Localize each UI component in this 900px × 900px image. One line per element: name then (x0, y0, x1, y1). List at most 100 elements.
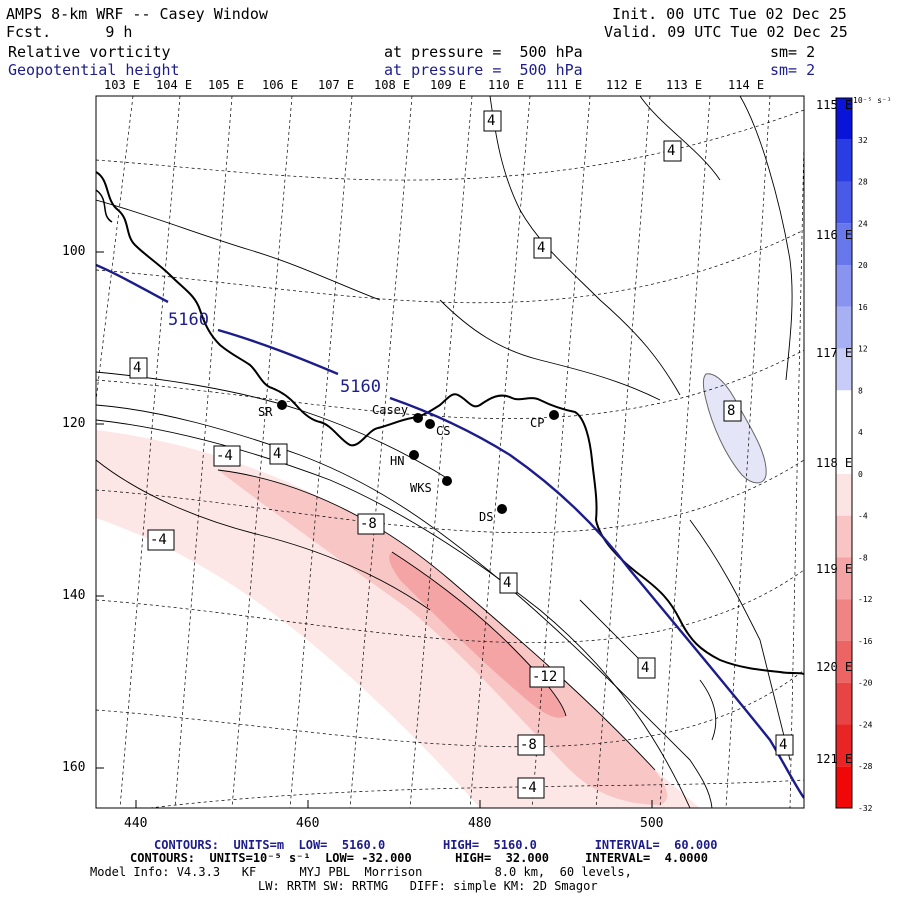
colorbar-tick-label: 20 (858, 261, 868, 270)
vort-label: 4 (779, 737, 788, 753)
station-label-ds: DS (479, 510, 494, 524)
field2-smoothing: sm= 2 (770, 61, 816, 79)
lon-label-top: 114 E (728, 78, 765, 92)
colorbar-tick-label: -12 (858, 595, 873, 604)
vort-label: 4 (641, 660, 650, 676)
lon-label-top: 106 E (262, 78, 299, 92)
colorbar-tick-label: -20 (858, 679, 873, 688)
footer-height-contours: CONTOURS: UNITS=m LOW= 5160.0 HIGH= 5160… (154, 838, 718, 852)
y-tick-label: 160 (62, 760, 86, 775)
colorbar-tick-label: 0 (858, 470, 863, 479)
colorbar-swatch (836, 432, 852, 474)
station-label-sr: SR (258, 405, 273, 419)
vort-label: -4 (216, 448, 233, 464)
station-label-cp: CP (530, 416, 545, 430)
colorbar-swatch (836, 682, 852, 725)
lon-label-top: 107 E (318, 78, 355, 92)
colorbar-tick-label: -16 (858, 637, 873, 646)
vort-label: 4 (503, 575, 512, 591)
footer-vorticity-contours: CONTOURS: UNITS=10⁻⁵ s⁻¹ LOW= -32.000 HI… (130, 851, 708, 865)
colorbar-swatch (836, 265, 852, 307)
colorbar-swatch (836, 557, 852, 600)
vorticity-shade-plus8 (702, 373, 767, 484)
lon-label-right: 115 E (816, 98, 853, 112)
field1-name: Relative vorticity (8, 43, 171, 61)
vort-label: 4 (667, 143, 676, 159)
vort-label: 4 (537, 240, 546, 256)
x-tick-label: 500 (640, 816, 664, 831)
x-tick-label: 480 (468, 816, 492, 831)
lon-label-top: 103 E (104, 78, 141, 92)
vorticity-contours (96, 96, 793, 808)
lon-label-top: 104 E (156, 78, 193, 92)
colorbar-swatch (836, 473, 852, 516)
vorticity-shade-minus12 (389, 552, 566, 718)
colorbar-swatch (836, 515, 852, 558)
lon-label-top: 105 E (208, 78, 245, 92)
plot-frame (95, 95, 805, 809)
colorbar-tick-label: 12 (858, 345, 868, 354)
map-area (96, 96, 804, 808)
axis-ticks (96, 251, 653, 808)
lon-label-right: 116 E (816, 228, 853, 242)
colorbar-swatch (836, 223, 852, 266)
colorbar-tick-label: 24 (858, 219, 868, 228)
vort-label: 4 (273, 446, 282, 462)
colorbar-tick-label: 28 (858, 178, 868, 187)
vort-label: -8 (360, 516, 377, 532)
lon-label-top: 112 E (606, 78, 643, 92)
field1-smoothing: sm= 2 (770, 43, 816, 61)
lon-label-right: 119 E (816, 562, 853, 576)
vort-label: 8 (727, 403, 736, 419)
x-tick-label: 440 (124, 816, 148, 831)
station-label-cs: CS (436, 424, 451, 438)
colorbar-tick-label: 8 (858, 386, 863, 395)
station-markers (277, 400, 559, 514)
vort-label: -4 (150, 532, 167, 548)
lon-label-right: 121 E (816, 752, 853, 766)
coastline-inlet (96, 189, 113, 223)
y-tick-label: 140 (62, 588, 86, 603)
field1-level: at pressure = 500 hPa (384, 43, 583, 61)
x-tick-label: 460 (296, 816, 320, 831)
vort-label: -4 (520, 780, 537, 796)
colorbar-swatch (836, 766, 852, 808)
lon-label-right: 120 E (816, 660, 853, 674)
field2-name: Geopotential height (8, 61, 180, 79)
height-label-1: 5160 (168, 310, 209, 330)
vort-label: 4 (487, 113, 496, 129)
colorbar-tick-label: 4 (858, 428, 863, 437)
colorbar-swatch (836, 139, 852, 182)
footer-model-info: Model Info: V4.3.3 KF MYJ PBL Morrison 8… (90, 865, 632, 879)
lon-label-right: 118 E (816, 456, 853, 470)
colorbar: 32 28 24 20 16 12 8 4 0 -4 -8 -12 -16 -20 -24 -28 -32 (835, 97, 873, 813)
y-tick-label: 120 (62, 416, 86, 431)
vort-label: 4 (133, 360, 142, 376)
lon-label-top: 113 E (666, 78, 703, 92)
coastline (96, 171, 804, 675)
colorbar-tick-label: 16 (858, 303, 868, 312)
colorbar-unit: 10⁻⁵ s⁻¹ (853, 96, 892, 105)
contour-label-boxes (129, 110, 794, 799)
lon-label-top: 108 E (374, 78, 411, 92)
colorbar-tick-label: -28 (858, 762, 873, 771)
vort-label: -12 (532, 669, 558, 685)
colorbar-swatch (836, 348, 852, 391)
height-label-2: 5160 (340, 377, 381, 397)
colorbar-swatch (836, 640, 852, 683)
init-time: Init. 00 UTC Tue 02 Dec 25 (612, 5, 847, 23)
colorbar-tick-label: -32 (858, 804, 873, 813)
station-label-wks: WKS (410, 481, 432, 495)
colorbar-swatch (836, 599, 852, 641)
colorbar-tick-label: 32 (858, 136, 868, 145)
forecast-hour: Fcst. 9 h (6, 23, 133, 41)
colorbar-swatch (836, 390, 852, 433)
plot-title: AMPS 8-km WRF -- Casey Window (6, 5, 268, 23)
height-contour-5160 (96, 263, 804, 799)
lon-label-top: 111 E (546, 78, 583, 92)
colorbar-tick-label: -24 (858, 720, 873, 729)
station-label-casey: Casey (372, 403, 409, 417)
colorbar-swatch (836, 306, 852, 349)
station-label-hn: HN (390, 454, 405, 468)
